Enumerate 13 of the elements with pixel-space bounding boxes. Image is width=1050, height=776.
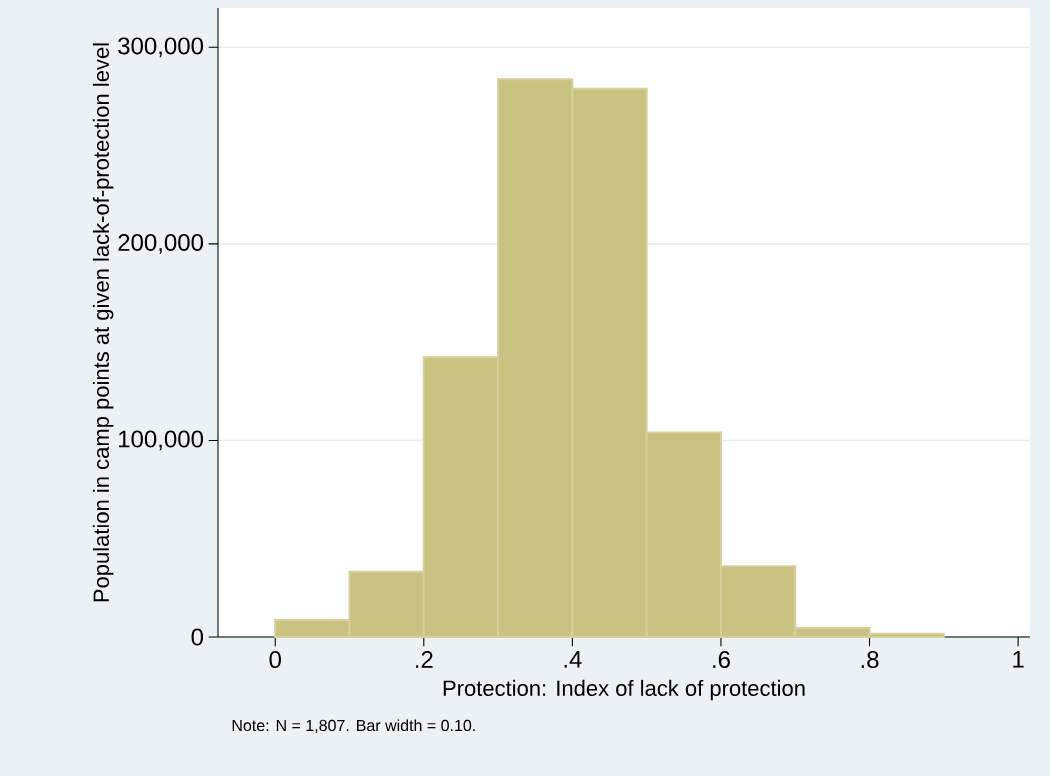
x-axis-title: Protection: Index of lack of protection [443,679,805,701]
x-tick-label: 1 [1013,651,1024,668]
y-tick-label: 0 [191,628,204,646]
text: Note: N = 1,807. Bar width = 0.10. [232,719,475,734]
y-tick-label: 100,000 [119,430,204,451]
x-tick-label: .8 [861,651,879,669]
x-tick-label: 0 [269,651,281,669]
x-tick-label: .6 [713,651,730,669]
y-tick-label: 200,000 [118,233,204,254]
y-axis-title: Population in camp points at given lack-of-protection level [92,43,114,602]
y-tick-label: 300,000 [118,37,204,58]
x-tick-label: .2 [415,651,433,668]
x-tick-label: .4 [564,651,582,668]
